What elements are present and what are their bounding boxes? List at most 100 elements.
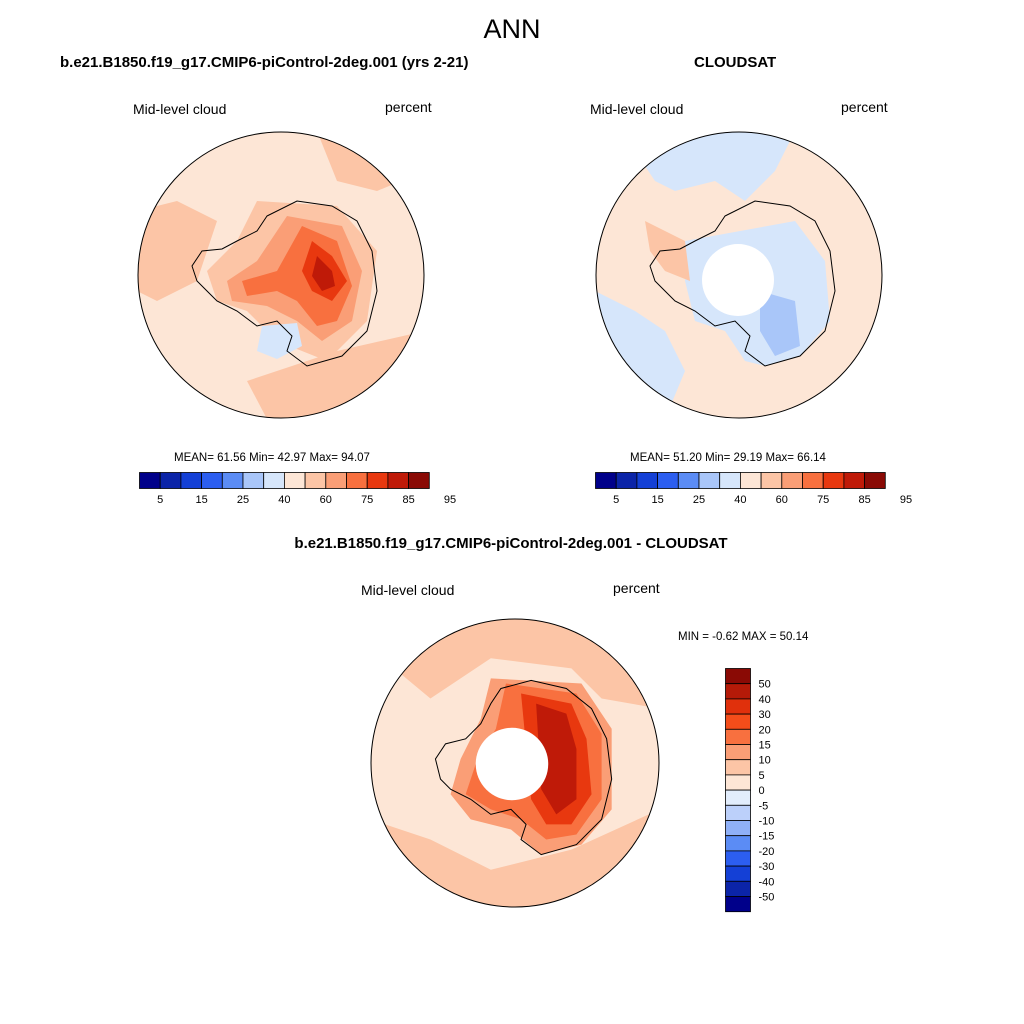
- panel1-polar-map: [137, 131, 425, 419]
- panel2-high-patch: [645, 221, 690, 281]
- panel1-antarctica-coastline: [191, 200, 378, 367]
- panel3-colorbar-tick-label: 5: [759, 770, 765, 782]
- panel2-colorbar-color-box: [739, 472, 762, 489]
- panel2-colorbar-color-box: [615, 472, 638, 489]
- panel2-colorbar-color-box: [657, 472, 679, 489]
- panel2-no-data-pole: [702, 244, 774, 316]
- panel2-colorbar-color-box: [781, 472, 803, 489]
- panel3-colorbar-tick-label: 40: [759, 694, 771, 706]
- panel1-contour-left: [138, 201, 217, 301]
- panel3-antarctica-coastline: [434, 679, 613, 856]
- panel1-colorbar-tick-label: 95: [444, 494, 456, 506]
- panel3-colorbar-color-box: [725, 774, 751, 791]
- panel3-stats: MIN = -0.62 MAX = 50.14: [678, 631, 809, 643]
- panel3-colorbar-color-box: [725, 804, 751, 821]
- panel1-colorbar-tick-label: 40: [278, 494, 290, 506]
- panel1-colorbar-tick-label: 60: [320, 494, 332, 506]
- panel1-colorbar: 5 15 25 40 60 75 85 95: [139, 472, 456, 506]
- panel2-low-top: [635, 132, 795, 201]
- panel2-low-patch: [760, 291, 800, 356]
- panel1-map-border: [137, 131, 425, 419]
- panel3-units-label: percent: [613, 580, 660, 596]
- panel2-colorbar-tick-label: 60: [776, 494, 788, 506]
- panel1-colorbar-color-box: [325, 472, 347, 489]
- panel3-colorbar-tick-label: -20: [759, 846, 775, 858]
- panel3-colorbar-tick-label: -30: [759, 861, 775, 873]
- panel1-colorbar-color-box: [201, 472, 223, 489]
- panel3-contour-top: [371, 619, 659, 709]
- panel2-colorbar-color-box: [843, 472, 865, 489]
- panel3-colorbar-color-box: [725, 683, 751, 700]
- panel1-colorbar-color-box: [283, 472, 306, 489]
- panel1-colorbar-tick-label: 75: [361, 494, 373, 506]
- panel2-colorbar-tick-label: 40: [734, 494, 746, 506]
- panel2-colorbar-color-box: [677, 472, 700, 489]
- panel3-colorbar-tick-label: -15: [759, 831, 775, 843]
- panel1-units-label: percent: [385, 99, 432, 115]
- panel2-stats: MEAN= 51.20 Min= 29.19 Max= 66.14: [630, 452, 826, 464]
- panel2-colorbar-color-box: [864, 472, 886, 489]
- panel2-colorbar-color-box: [698, 472, 721, 489]
- panel3-colorbar-color-box: [725, 850, 751, 867]
- panel3-colorbar-tick-label: 15: [759, 740, 771, 752]
- panel2-colorbar-color-box: [719, 472, 741, 489]
- panel1-low-patch: [257, 323, 302, 359]
- panel3-variable-label: Mid-level cloud: [361, 582, 455, 598]
- panel3-contour-peak: [536, 703, 577, 815]
- panel3-contour-bottom: [371, 809, 659, 907]
- panel2-colorbar-tick-label: 5: [613, 494, 619, 506]
- panel1-colorbar-color-box: [139, 472, 161, 489]
- panel1-colorbar-tick-label: 5: [157, 494, 163, 506]
- panel3-map-border: [370, 618, 660, 908]
- panel1-colorbar-color-box: [180, 472, 203, 489]
- panel1-colorbar-color-box: [366, 472, 389, 489]
- page-title: ANN: [483, 14, 541, 44]
- panel1-stats: MEAN= 61.56 Min= 42.97 Max= 94.07: [174, 452, 370, 464]
- panel3-colorbar-tick-label: 0: [759, 785, 765, 797]
- panel2-colorbar-tick-label: 95: [900, 494, 912, 506]
- panel1-title: b.e21.B1850.f19_g17.CMIP6-piControl-2deg…: [60, 54, 469, 71]
- panel3-colorbar-tick-label: 20: [759, 724, 771, 736]
- panel3-colorbar-tick-label: -50: [759, 892, 775, 904]
- panel2-colorbar: 5 15 25 40 60 75 85 95: [595, 472, 912, 506]
- panel2-colorbar-color-box: [822, 472, 845, 489]
- panel3-colorbar-tick-label: 50: [759, 679, 771, 691]
- panel3-no-data-pole: [475, 727, 549, 801]
- panel1-variable-label: Mid-level cloud: [133, 101, 227, 117]
- panel2-colorbar-color-box: [636, 472, 659, 489]
- panel1-colorbar-tick-label: 85: [402, 494, 414, 506]
- panel1-colorbar-color-box: [387, 472, 409, 489]
- panel1-colorbar-color-box: [221, 472, 244, 489]
- panel2-polar-map: [595, 131, 883, 419]
- panel1-colorbar-tick-label: 25: [237, 494, 249, 506]
- panel3-title: b.e21.B1850.f19_g17.CMIP6-piControl-2deg…: [294, 535, 728, 552]
- panel2-colorbar-tick-label: 75: [817, 494, 829, 506]
- panel2-colorbar-color-box: [760, 472, 783, 489]
- panel2-variable-label: Mid-level cloud: [590, 101, 684, 117]
- panel1-colorbar-color-box: [263, 472, 285, 489]
- panel2-colorbar-tick-label: 15: [651, 494, 663, 506]
- panel3-colorbar-color-box: [725, 880, 751, 897]
- panel3-colorbar-color-box: [725, 698, 751, 715]
- panel3-colorbar-color-box: [725, 865, 751, 882]
- panel3-colorbar-color-box: [725, 820, 751, 837]
- panel1-colorbar-color-box: [159, 472, 182, 489]
- panel3-colorbar-color-box: [725, 835, 751, 852]
- panel2-colorbar-color-box: [595, 472, 617, 489]
- panel2-map-border: [595, 131, 883, 419]
- panel1-colorbar-color-box: [242, 472, 265, 489]
- panel3-colorbar-color-box: [725, 744, 751, 761]
- panel1-colorbar-color-box: [304, 472, 327, 489]
- panel3-colorbar-tick-label: -40: [759, 876, 775, 888]
- panel3-polar-map: [370, 618, 660, 908]
- panel3-colorbar-tick-label: 10: [759, 755, 771, 767]
- panel3-colorbar-tick-label: -10: [759, 816, 775, 828]
- panel3-colorbar-color-box: [725, 713, 751, 730]
- panel1-contour-peak: [312, 256, 335, 291]
- panel1-colorbar-color-box: [408, 472, 430, 489]
- panel3-colorbar-tick-label: -5: [759, 800, 769, 812]
- panel2-units-label: percent: [841, 99, 888, 115]
- panel2-title: CLOUDSAT: [694, 54, 777, 71]
- panel2-colorbar-color-box: [802, 472, 824, 489]
